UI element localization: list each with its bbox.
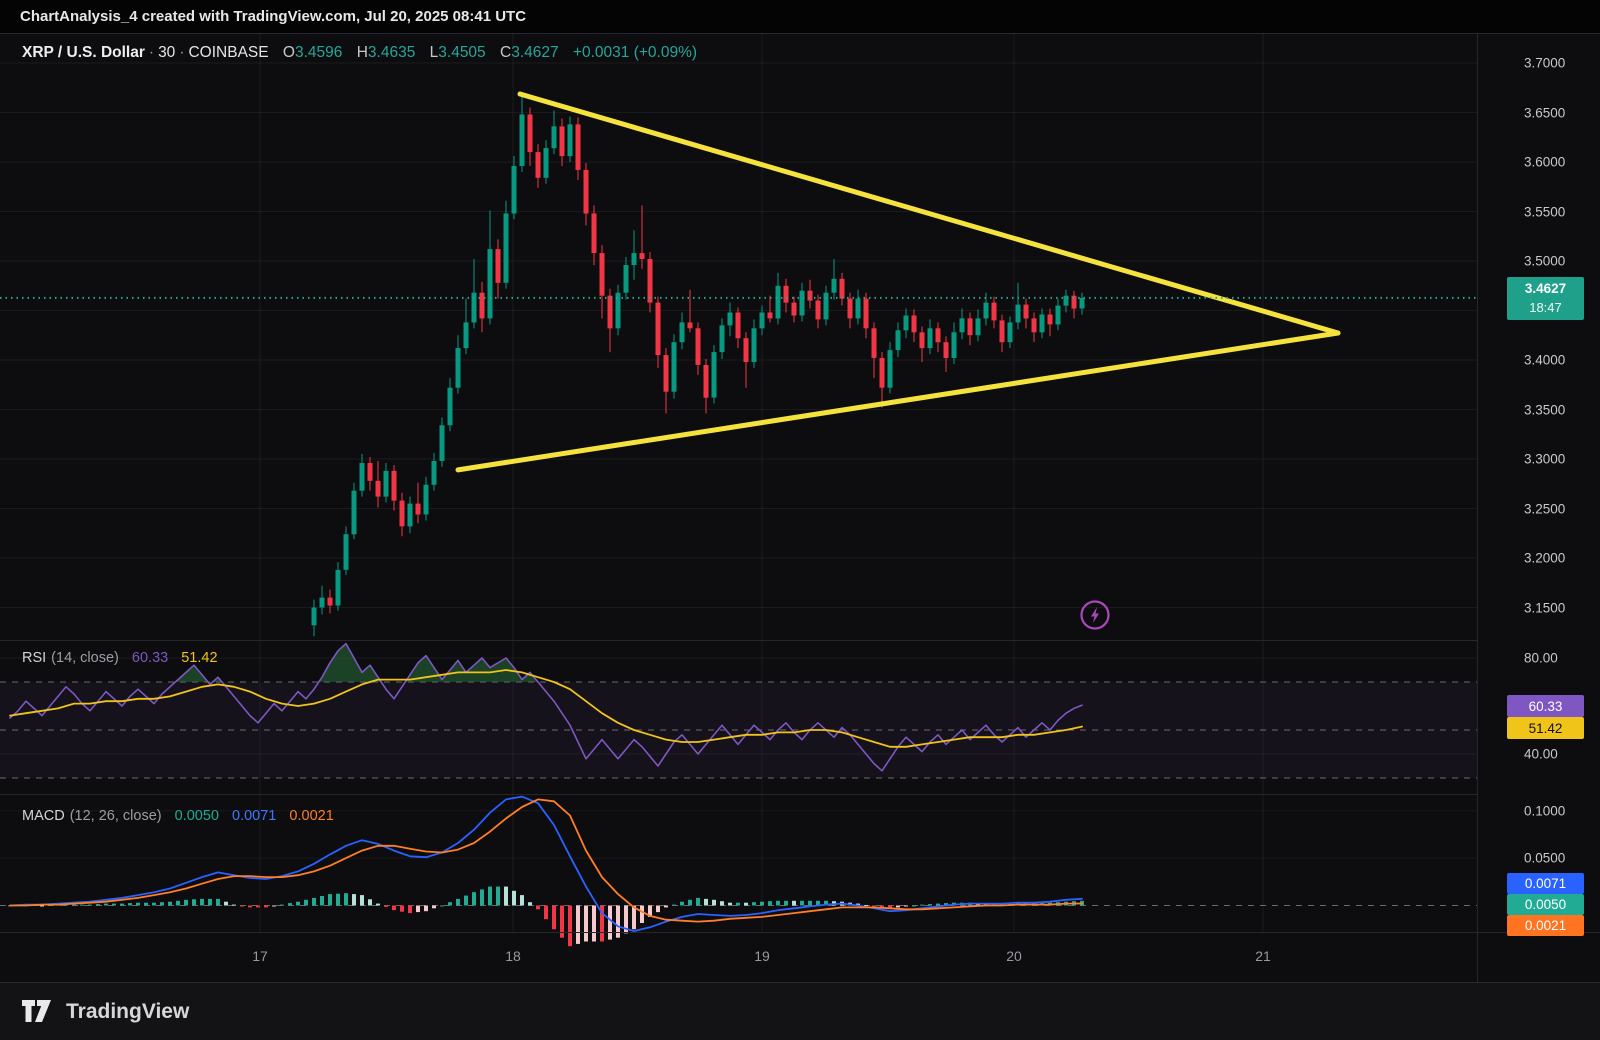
symbol-legend[interactable]: XRP / U.S. Dollar · 30 · COINBASE O3.4596 H3… (22, 44, 698, 61)
chart-plot-area[interactable] (0, 33, 1600, 983)
price-tick-label: 3.6500 (1524, 105, 1566, 120)
rsi-legend[interactable]: RSI (14, close) 60.33 51.42 (22, 650, 218, 666)
time-tick-label: 19 (754, 948, 770, 964)
last-price-badge: 3.4627 18:47 (1507, 276, 1584, 320)
rsi-tick-label: 80.00 (1524, 650, 1558, 666)
separator-price-rsi[interactable] (0, 640, 1477, 641)
change-value: +0.0031 (+0.09%) (572, 44, 698, 61)
rsi-ma-badge: 51.42 (1507, 717, 1584, 739)
price-tick-label: 3.7000 (1524, 55, 1566, 71)
tradingview-logo[interactable] (22, 1000, 52, 1023)
rsi-value-badge: 60.33 (1507, 695, 1584, 717)
top-bar-title: ChartAnalysis_4 created with TradingView… (20, 8, 527, 25)
time-tick-label: 20 (1006, 948, 1022, 964)
price-tick-label: 3.5500 (1524, 204, 1566, 219)
low-value: 3.4505 (438, 44, 486, 61)
close-value: 3.4627 (511, 44, 559, 61)
close-label: C (500, 44, 512, 61)
time-tick-label: 17 (252, 948, 268, 964)
symbol-name: XRP / U.S. Dollar (22, 44, 145, 61)
price-tick-label: 3.6000 (1524, 154, 1566, 170)
macd-signal-value: 0.0021 (289, 808, 334, 824)
rsi-value: 60.33 (131, 650, 169, 666)
open-label: O (282, 44, 295, 61)
price-tick-label: 3.3500 (1524, 402, 1566, 417)
interval-label: 30 (158, 44, 176, 61)
last-price-value: 3.4627 (1524, 281, 1567, 297)
time-tick-label: 18 (505, 948, 521, 964)
price-tick-label: 3.2500 (1524, 501, 1566, 516)
rsi-tick-label: 40.00 (1524, 746, 1558, 762)
price-tick-label: 3.3000 (1524, 451, 1566, 467)
footer-bar: TradingView (0, 982, 1600, 1040)
macd-signal-badge: 0.0021 (1507, 915, 1584, 936)
exchange-label: COINBASE (188, 44, 269, 61)
high-label: H (356, 44, 368, 61)
macd-hist-badge: 0.0050 (1507, 894, 1584, 915)
separator-rsi-macd[interactable] (0, 794, 1477, 795)
macd-line-badge: 0.0071 (1507, 873, 1584, 894)
rsi-ma-value: 51.42 (181, 650, 218, 666)
macd-legend[interactable]: MACD (12, 26, close) 0.0050 0.0071 0.0021 (22, 808, 334, 824)
macd-tick-label: 0.0500 (1524, 850, 1566, 866)
open-value: 3.4596 (294, 44, 343, 61)
time-tick-label: 21 (1255, 948, 1271, 964)
price-tick-label: 3.1500 (1524, 600, 1566, 615)
top-bar: ChartAnalysis_4 created with TradingView… (0, 0, 1600, 33)
macd-hist-value: 0.0050 (174, 808, 219, 824)
macd-line-value: 0.0071 (232, 808, 277, 824)
last-price-time: 18:47 (1529, 300, 1562, 316)
price-tick-label: 3.5000 (1524, 253, 1566, 269)
tradingview-brand-text[interactable]: TradingView (66, 999, 190, 1023)
high-value: 3.4635 (367, 44, 416, 61)
macd-params: (12, 26, close) (69, 808, 162, 824)
separator-macd-timeaxis (0, 932, 1600, 933)
macd-tick-label: 0.1000 (1524, 803, 1566, 819)
price-tick-label: 3.2000 (1524, 550, 1566, 566)
macd-title: MACD (22, 808, 65, 824)
low-label: L (429, 44, 439, 61)
price-axis-border (1477, 33, 1478, 982)
rsi-title: RSI (22, 650, 47, 666)
price-tick-label: 3.4000 (1524, 352, 1566, 368)
rsi-params: (14, close) (51, 650, 119, 666)
